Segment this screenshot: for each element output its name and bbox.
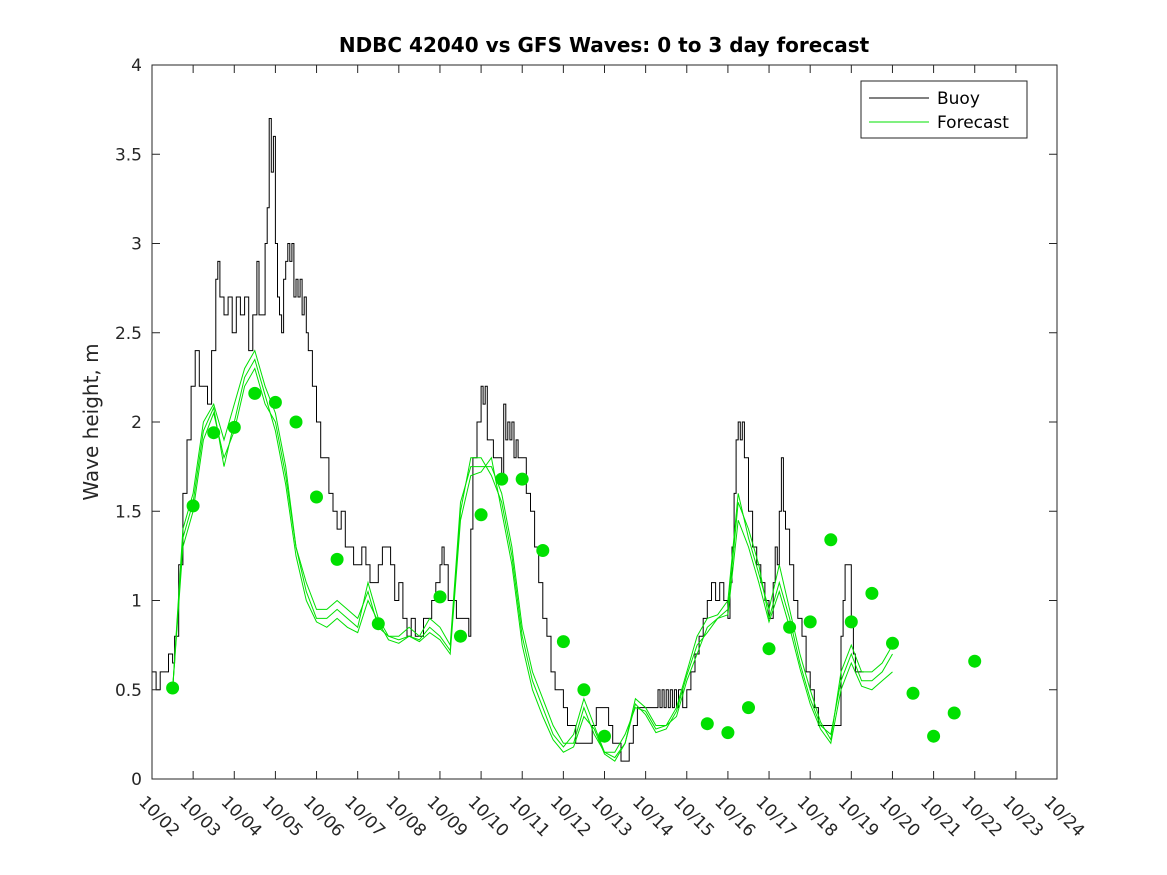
forecast-marker	[289, 415, 303, 429]
forecast-marker	[844, 615, 858, 629]
forecast-marker	[495, 472, 509, 486]
forecast-marker	[927, 729, 941, 743]
x-tick-label: 10/02	[134, 792, 183, 841]
x-tick-label: 10/04	[217, 792, 266, 841]
forecast-marker	[433, 590, 447, 604]
y-tick-label: 1	[131, 592, 142, 612]
forecast-marker	[556, 635, 570, 649]
y-tick-label: 3	[131, 235, 142, 255]
forecast-marker	[536, 544, 550, 557]
buoy-series-line	[152, 118, 864, 762]
y-tick-label: 2.5	[115, 324, 142, 344]
forecast-marker	[886, 636, 899, 650]
forecast-marker	[577, 683, 591, 697]
x-tick-label: 10/07	[340, 792, 389, 841]
y-tick-label: 0.5	[115, 681, 142, 701]
forecast-marker	[454, 629, 467, 643]
x-tick-label: 10/09	[422, 792, 471, 841]
forecast-marker	[906, 686, 920, 700]
forecast-marker	[598, 729, 611, 743]
forecast-marker	[474, 508, 488, 522]
forecast-marker	[227, 420, 241, 434]
x-tick-label: 10/10	[464, 792, 513, 841]
legend-forecast-label: Forecast	[937, 113, 1009, 133]
y-tick-label: 4	[131, 56, 142, 76]
x-tick-label: 10/05	[258, 792, 307, 841]
forecast-run-line-2	[172, 349, 893, 753]
x-tick-label: 10/16	[710, 792, 759, 841]
x-tick-label: 10/15	[669, 792, 718, 841]
forecast-marker	[310, 490, 323, 504]
chart-title: NDBC 42040 vs GFS Waves: 0 to 3 day fore…	[339, 33, 870, 57]
forecast-marker	[186, 499, 200, 513]
forecast-marker	[824, 533, 838, 547]
x-tick-label: 10/19	[834, 792, 883, 841]
x-tick-label: 10/12	[546, 792, 595, 841]
y-tick-label: 0	[131, 770, 142, 790]
x-tick-label: 10/03	[176, 792, 225, 841]
forecast-marker	[330, 552, 344, 566]
forecast-marker	[700, 717, 714, 731]
forecast-marker	[865, 586, 879, 600]
x-tick-label: 10/14	[628, 792, 677, 841]
y-axis-label: Wave height, m	[79, 343, 103, 500]
forecast-marker	[207, 426, 221, 440]
y-tick-label: 1.5	[115, 502, 142, 522]
forecast-marker	[166, 681, 180, 695]
forecast-marker	[371, 617, 385, 631]
forecast-marker	[742, 701, 755, 715]
x-tick-label: 10/17	[752, 792, 801, 841]
forecast-marker	[248, 386, 262, 400]
forecast-marker	[762, 642, 776, 656]
forecast-marker	[947, 706, 961, 720]
x-tick-label: 10/22	[957, 792, 1006, 841]
x-tick-label: 10/18	[793, 792, 842, 841]
forecast-marker	[803, 615, 817, 629]
forecast-marker	[968, 654, 982, 668]
y-tick-label: 2	[131, 413, 142, 433]
legend: Buoy Forecast	[860, 80, 1028, 139]
forecast-marker	[515, 472, 529, 486]
x-tick-label: 10/23	[998, 792, 1047, 841]
legend-buoy-label: Buoy	[937, 89, 980, 109]
forecast-marker	[268, 395, 282, 409]
x-tick-label: 10/21	[916, 792, 965, 841]
x-tick-label: 10/20	[875, 792, 924, 841]
plot-area	[152, 65, 1057, 779]
y-tick-label: 3.5	[115, 145, 142, 165]
x-tick-label: 10/13	[587, 792, 636, 841]
forecast-run-line-3	[172, 358, 893, 762]
x-tick-label: 10/08	[381, 792, 430, 841]
x-tick-label: 10/24	[1039, 792, 1088, 841]
x-tick-label: 10/06	[299, 792, 348, 841]
x-tick-label: 10/11	[505, 792, 554, 841]
legend-box	[860, 80, 1028, 139]
forecast-marker	[721, 726, 735, 740]
series-layer	[152, 118, 982, 762]
forecast-marker	[783, 620, 797, 634]
